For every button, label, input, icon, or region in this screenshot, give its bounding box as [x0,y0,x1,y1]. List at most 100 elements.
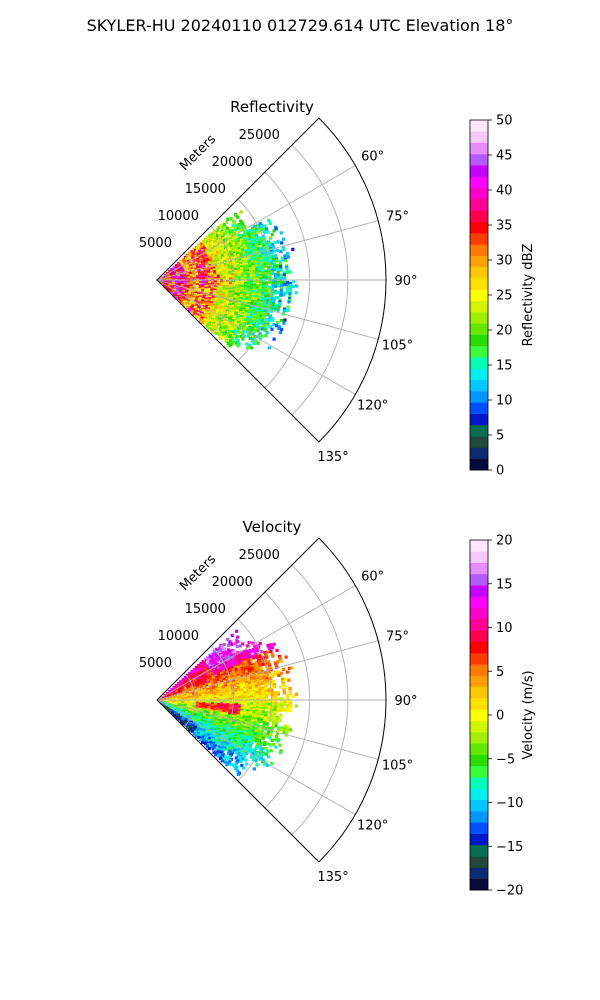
colorbar-swatch [470,822,488,834]
colorbar-tick-label: 10 [496,394,513,409]
colorbar-swatch [470,278,488,290]
velocity-colorbar: −20 −15 −10 −5 0 5 10 15 20 Velocity (m/s) [469,534,536,899]
colorbar-tick-label: 5 [496,429,504,444]
azimuth-tick-label: 120° [357,399,388,414]
azimuth-spoke [156,279,379,340]
azimuth-spoke [156,699,356,815]
azimuth-tick-label: 90° [394,694,417,709]
figure-title: SKYLER-HU 20240110 012729.614 UTC Elevat… [86,16,514,35]
azimuth-tick-label: 135° [317,450,348,465]
range-tick-label: 25000 [239,128,280,143]
colorbar-label: Velocity (m/s) [521,670,536,759]
panel-title: Velocity [243,518,302,536]
colorbar-swatch [470,334,488,347]
azimuth-spoke [156,279,356,395]
azimuth-tick-label: 60° [361,570,384,585]
range-tick-label: 5000 [139,236,172,251]
colorbar-swatch [470,720,488,733]
colorbar-label: Reflectivity dBZ [521,244,536,347]
colorbar-swatch [470,788,488,801]
azimuth-spoke [156,699,379,760]
colorbar-swatch [470,856,488,868]
colorbar-tick-label: 20 [496,324,513,339]
colorbar-swatch [470,867,488,880]
colorbar-tick-label: −5 [496,752,515,767]
colorbar-tick-label: 15 [496,359,513,374]
colorbar-swatch [470,379,488,392]
colorbar-swatch [470,436,488,448]
colorbar-tick-label: 50 [496,114,513,129]
colorbar-swatch [470,165,488,177]
azimuth-tick-label: 105° [382,338,413,353]
colorbar-tick-label: 35 [496,219,513,234]
colorbar-swatch [470,551,488,563]
colorbar-tick-label: 20 [496,534,513,549]
polar-grid [156,144,386,443]
colorbar-swatch [470,698,488,710]
colorbar-swatch [470,266,488,279]
colorbar-swatch [470,323,488,335]
colorbar-swatch [470,289,488,302]
range-tick-label: 10000 [158,629,199,644]
colorbar-tick-label: 10 [496,621,513,636]
colorbar-swatch [470,458,488,471]
range-tick-label: 10000 [158,209,199,224]
azimuth-tick-label: 105° [382,758,413,773]
colorbar-swatch [470,878,488,891]
azimuth-spoke [156,640,379,701]
colorbar-tick-label: 0 [496,709,504,724]
azimuth-spoke [156,165,356,281]
colorbar-tick-label: 0 [496,464,504,479]
polar-grid [156,564,386,863]
azimuth-tick-label: 90° [394,274,417,289]
colorbar-swatch [470,743,488,755]
colorbar-swatch [470,424,488,437]
colorbar-swatch [470,120,488,132]
colorbar-swatch [470,619,488,631]
colorbar-swatch [470,540,488,552]
colorbar-swatch [470,573,488,586]
azimuth-spoke [156,585,356,701]
range-tick-label: 25000 [239,548,280,563]
azimuth-spoke [156,220,379,281]
range-tick-label: 20000 [212,155,253,170]
range-tick-label: 5000 [139,656,172,671]
azimuth-tick-label: 75° [386,210,409,225]
colorbar-tick-label: 25 [496,289,513,304]
colorbar-swatch [470,153,488,166]
colorbar-swatch [470,300,488,313]
colorbar-swatch [470,664,488,676]
colorbar-swatch [470,765,488,778]
colorbar-swatch [470,345,488,358]
colorbar-swatch [470,142,488,155]
azimuth-tick-label: 120° [357,819,388,834]
colorbar-swatch [470,357,488,369]
colorbar-swatch [470,799,488,812]
colorbar-tick-label: 45 [496,149,513,164]
colorbar-swatch [470,641,488,654]
colorbar-swatch [470,413,488,426]
colorbar-swatch [470,199,488,211]
colorbar-swatch [470,255,488,268]
azimuth-tick-label: 75° [386,630,409,645]
colorbar-swatch [470,630,488,643]
colorbar-swatch [470,390,488,403]
colorbar-swatch [470,777,488,789]
colorbar-swatch [470,731,488,744]
colorbar-swatch [470,607,488,620]
colorbar-swatch [470,244,488,256]
range-tick-label: 15000 [185,602,226,617]
colorbar-swatch [470,232,488,245]
colorbar-swatch [470,447,488,460]
panel-title: Reflectivity [230,98,314,116]
colorbar-tick-label: −15 [496,840,523,855]
colorbar-swatch [470,187,488,200]
colorbar-tick-label: 30 [496,254,513,269]
colorbar-tick-label: −10 [496,796,523,811]
colorbar-swatch [470,754,488,767]
colorbar-swatch [470,131,488,143]
sector-outline [156,537,387,863]
colorbar-swatch [470,402,488,414]
